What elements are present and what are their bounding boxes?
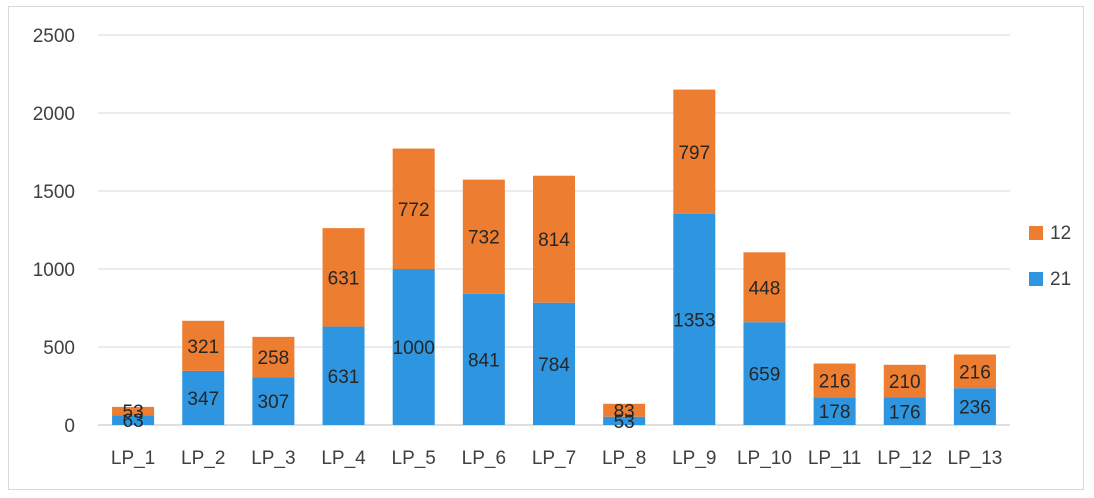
data-label-LP_3-series-21: 307: [258, 392, 290, 413]
bar-LP_8-series-21: [603, 416, 646, 425]
gridlines: [98, 34, 1010, 426]
data-label-LP_8-series-12: 83: [614, 401, 635, 422]
data-label-LP_1-series-21: 63: [123, 411, 144, 432]
x-tick-label: LP_5: [392, 448, 436, 469]
bar-LP_9-series-12: [673, 89, 716, 214]
y-tick-label: 1000: [33, 260, 75, 281]
x-tick-label: LP_3: [251, 448, 295, 469]
bar-LP_10-series-21: [743, 322, 786, 425]
x-tick-label: LP_11: [808, 448, 862, 469]
data-label-LP_5-series-21: 1000: [393, 338, 435, 359]
bar-LP_3-series-12: [252, 336, 295, 378]
x-tick-label: LP_1: [111, 448, 155, 469]
x-tick-label: LP_13: [947, 448, 1002, 469]
x-tick-label: LP_12: [877, 448, 932, 469]
bar-LP_13-series-12: [953, 354, 996, 389]
data-label-LP_11-series-12: 216: [819, 371, 851, 392]
data-label-LP_13-series-21: 236: [959, 398, 991, 419]
x-axis: LP_1 LP_2 LP_3 LP_4 LP_5 LP_6 LP_7 LP_8 LP_9 LP_1…: [111, 448, 1003, 469]
data-label-LP_12-series-12: 210: [889, 372, 921, 393]
data-label-LP_5-series-12: 772: [398, 200, 430, 221]
data-label-LP_8-series-21: 53: [614, 412, 635, 433]
x-tick-label: LP_9: [672, 448, 716, 469]
bar-LP_7-series-21: [533, 302, 575, 425]
bar-LP_5-series-21: [392, 269, 435, 425]
y-tick-label: 500: [43, 338, 75, 359]
x-tick-label: LP_7: [532, 448, 576, 469]
legend-label-21: 21: [1050, 269, 1071, 290]
bar-LP_9-series-21: [673, 213, 716, 425]
bar-LP_10-series-12: [743, 252, 786, 323]
bar-LP_3-series-21: [252, 377, 295, 425]
bar-LP_11-series-21: [813, 397, 856, 425]
bar-LP_2-series-21: [182, 370, 225, 425]
x-tick-label: LP_10: [737, 448, 792, 469]
bar-LP_12-series-21: [883, 397, 926, 425]
bar-LP_11-series-12: [813, 363, 856, 398]
data-label-LP_1-series-12: 53: [123, 402, 144, 423]
bar-LP_8-series-12: [603, 403, 646, 417]
data-label-LP_3-series-12: 258: [258, 348, 290, 369]
data-label-LP_7-series-12: 814: [538, 230, 570, 251]
data-label-LP_6-series-21: 841: [468, 350, 500, 371]
bar-LP_12-series-12: [883, 364, 926, 398]
data-label-LP_10-series-21: 659: [749, 365, 781, 386]
data-label-LP_6-series-12: 732: [468, 228, 500, 249]
x-tick-label: LP_4: [321, 448, 366, 469]
x-tick-label: LP_8: [602, 448, 646, 469]
bars: [112, 89, 996, 425]
y-tick-label: 0: [64, 416, 75, 437]
legend-label-12: 12: [1050, 223, 1071, 244]
data-label-LP_2-series-21: 347: [187, 389, 219, 410]
legend: 12 21: [1029, 223, 1071, 290]
data-label-LP_4-series-21: 631: [328, 367, 360, 388]
bar-LP_6-series-12: [462, 179, 505, 294]
bar-LP_4-series-12: [322, 228, 365, 327]
y-axis: 0 500 1000 1500 2000 2500: [33, 26, 75, 437]
bar-LP_1-series-21: [112, 415, 155, 425]
bar-LP_2-series-12: [182, 320, 225, 371]
data-labels: 6353347321307258631631100077284173278481…: [123, 143, 991, 433]
bar-LP_6-series-21: [462, 293, 505, 425]
y-tick-label: 2500: [33, 26, 75, 47]
data-label-LP_2-series-12: 321: [187, 337, 219, 358]
data-label-LP_7-series-21: 784: [538, 355, 570, 376]
x-tick-label: LP_2: [181, 448, 225, 469]
data-label-LP_11-series-21: 178: [819, 402, 851, 423]
bar-LP_5-series-12: [392, 148, 435, 269]
data-label-LP_9-series-21: 1353: [673, 310, 715, 331]
bar-LP_1-series-12: [112, 406, 155, 416]
bar-LP_4-series-21: [322, 326, 365, 425]
y-tick-label: 1500: [33, 182, 75, 203]
data-label-LP_12-series-21: 176: [889, 402, 921, 423]
y-tick-label: 2000: [33, 104, 75, 125]
data-label-LP_10-series-12: 448: [749, 278, 781, 299]
legend-swatch-21: [1029, 272, 1043, 286]
bar-LP_13-series-21: [953, 388, 996, 425]
data-label-LP_9-series-12: 797: [678, 143, 710, 164]
legend-swatch-12: [1029, 226, 1043, 240]
bar-LP_7-series-12: [533, 175, 575, 303]
data-label-LP_4-series-12: 631: [328, 268, 360, 289]
x-tick-label: LP_6: [462, 448, 506, 469]
data-label-LP_13-series-12: 216: [959, 362, 991, 383]
